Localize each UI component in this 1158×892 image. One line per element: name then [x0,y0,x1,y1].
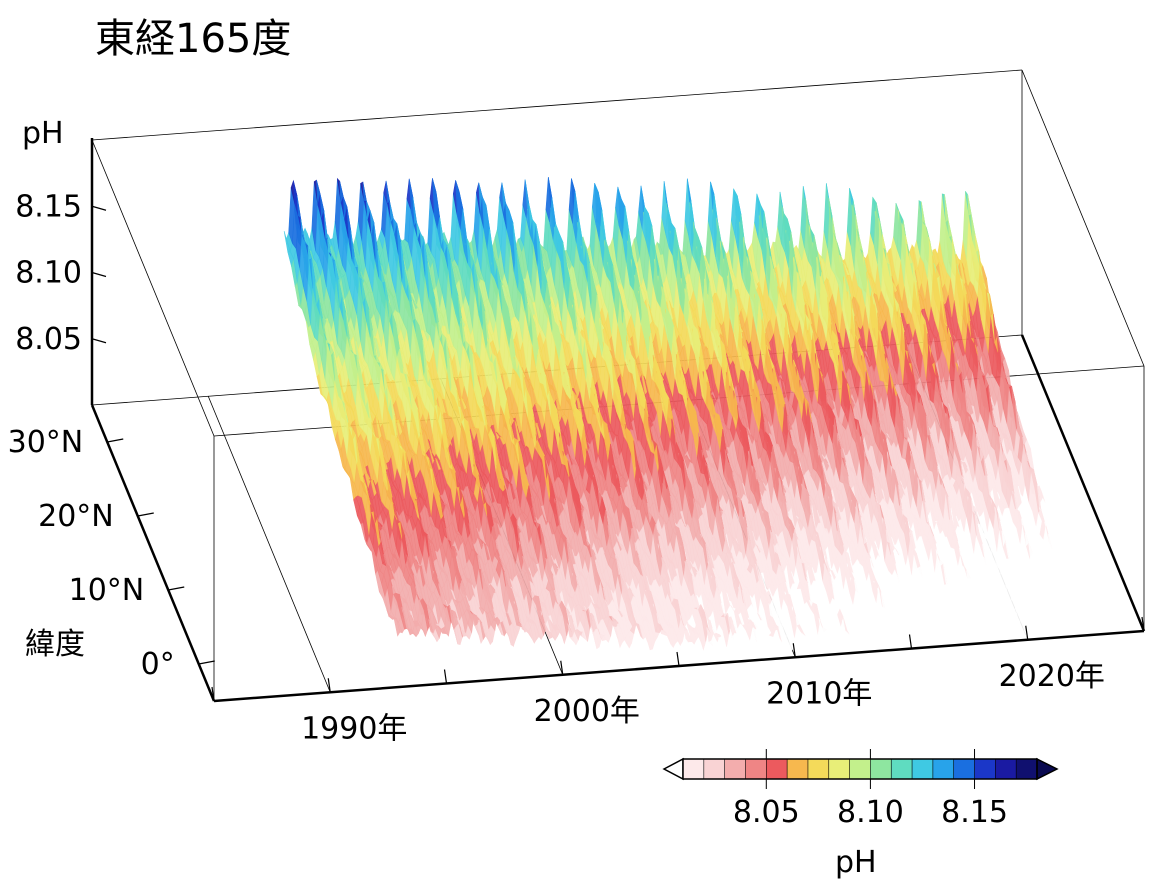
chart-title: 東経165度 [95,16,291,62]
ph-surface [283,176,1094,663]
box-edge [91,139,215,437]
floor-gridline [207,396,331,693]
box-edge [1021,69,1145,367]
box-edge [91,69,1023,141]
